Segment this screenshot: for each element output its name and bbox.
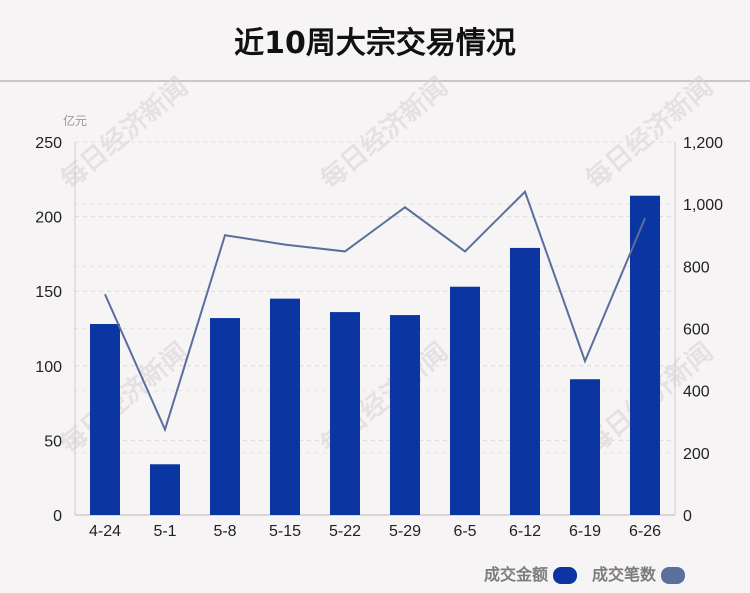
bar <box>90 324 120 515</box>
bar <box>450 286 480 515</box>
title-divider <box>0 80 750 82</box>
x-tick-label: 5-29 <box>389 523 421 540</box>
y-right-tick-label: 0 <box>683 508 692 525</box>
x-tick-label: 6-19 <box>569 523 601 540</box>
bar <box>570 379 600 515</box>
x-tick-label: 5-1 <box>153 523 176 540</box>
bar-series <box>90 195 660 515</box>
legend: 成交金额 成交笔数 <box>484 565 685 584</box>
x-tick-label: 6-12 <box>509 523 541 540</box>
y-right-tick-label: 200 <box>683 446 710 463</box>
chart-title: 近10周大宗交易情况 <box>234 26 516 61</box>
y-left-tick-label: 150 <box>35 284 62 301</box>
legend-swatch-amount <box>553 567 577 584</box>
x-tick-label: 6-5 <box>453 523 476 540</box>
y-right-ticks: 0 200 400 600 800 1,000 1,200 <box>683 135 723 525</box>
legend-label-amount: 成交金额 <box>484 565 548 584</box>
x-tick-label: 6-26 <box>629 523 661 540</box>
x-tick-label: 5-22 <box>329 523 361 540</box>
bar <box>150 464 180 515</box>
bar <box>210 318 240 515</box>
watermark-text: 每日经济新闻 <box>315 71 454 195</box>
y-left-unit-label: 亿元 <box>63 113 87 128</box>
y-right-tick-label: 400 <box>683 384 710 401</box>
watermark-text: 每日经济新闻 <box>580 71 719 195</box>
y-right-tick-label: 1,000 <box>683 197 723 214</box>
y-left-tick-label: 50 <box>44 433 62 450</box>
legend-label-count: 成交笔数 <box>592 565 657 584</box>
y-left-tick-label: 250 <box>35 135 62 152</box>
bar <box>390 315 420 515</box>
y-left-tick-label: 200 <box>35 210 62 227</box>
y-right-tick-label: 600 <box>683 322 710 339</box>
x-tick-label: 5-15 <box>269 523 301 540</box>
y-right-tick-label: 800 <box>683 259 710 276</box>
x-tick-label: 4-24 <box>89 523 121 540</box>
x-axis-ticks: 4-24 5-1 5-8 5-15 5-22 5-29 6-5 6-12 6-19 6-26 <box>89 523 661 540</box>
legend-swatch-count <box>661 567 685 584</box>
x-tick-label: 5-8 <box>213 523 236 540</box>
bar <box>330 312 360 515</box>
bar <box>510 247 540 515</box>
gridlines <box>75 141 675 454</box>
y-right-tick-label: 1,200 <box>683 135 723 152</box>
y-left-ticks: 0 50 100 150 200 250 <box>35 135 62 525</box>
bar <box>630 195 660 515</box>
line-series-path <box>104 189 646 433</box>
y-left-tick-label: 100 <box>35 359 62 376</box>
bar <box>270 298 300 515</box>
line-series <box>104 189 646 433</box>
y-left-tick-label: 0 <box>53 508 62 525</box>
